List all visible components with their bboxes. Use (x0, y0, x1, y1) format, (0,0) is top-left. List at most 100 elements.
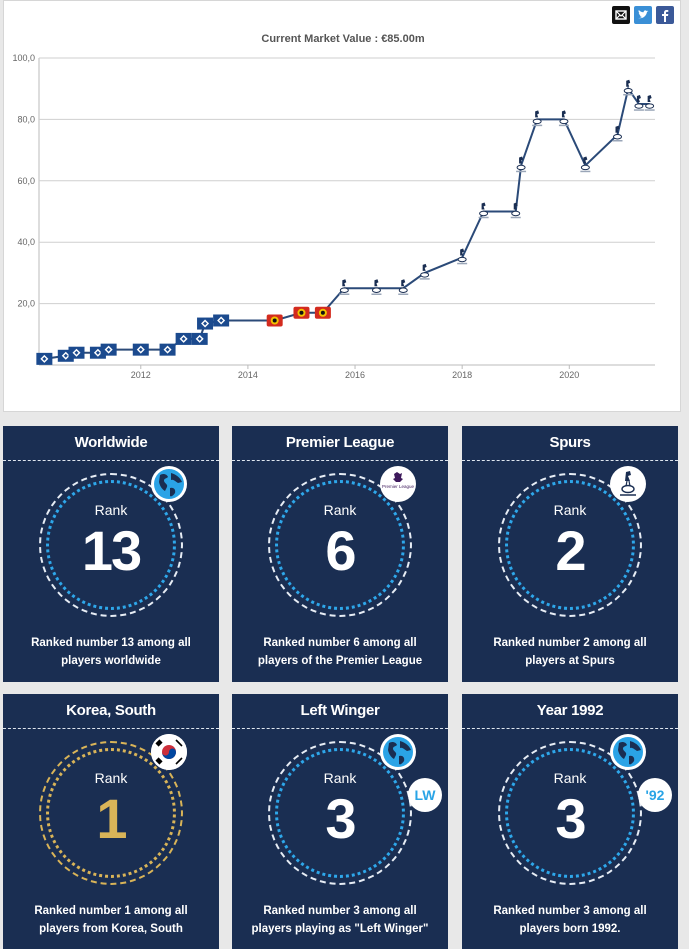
rank-ring-outer (498, 473, 642, 617)
spurs-crest-marker (478, 202, 489, 219)
rank-card: Worldwide Rank 13 Ranked number 13 among… (3, 426, 219, 682)
rank-card-title: Left Winger (232, 694, 448, 729)
globe-icon (613, 737, 643, 767)
rank-ring-inner (505, 480, 635, 610)
rank-card: Spurs Rank 2 Ranked number 2 among all p… (462, 426, 678, 682)
rank-card-title: Worldwide (3, 426, 219, 461)
rank-number: 1 (96, 787, 127, 850)
hamburg-crest-marker (175, 332, 192, 345)
rank-card-title: Korea, South (3, 694, 219, 729)
x-tick-label: 2018 (452, 370, 472, 380)
rank-badge-label: LW (408, 778, 442, 812)
market-value-chart-panel: Current Market Value : €85.00m 20,0 40,0 6… (3, 0, 681, 412)
twitter-share-button[interactable] (634, 6, 652, 24)
facebook-icon (662, 10, 669, 22)
hamburg-crest-marker (36, 352, 53, 365)
spurs-crest-icon (620, 471, 636, 496)
rank-label: Rank (553, 502, 587, 518)
rank-card-title: Spurs (462, 426, 678, 461)
rank-label: Rank (553, 770, 587, 786)
hamburg-crest-marker (68, 346, 85, 359)
plot-area (39, 58, 655, 365)
rank-ring-outer (498, 741, 642, 885)
rank-label: Rank (323, 770, 357, 786)
email-icon (615, 10, 627, 20)
rank-badge (380, 734, 416, 770)
spurs-crest-marker (510, 202, 521, 219)
rank-badge (610, 466, 646, 502)
x-tick-label: 2020 (559, 370, 579, 380)
svg-text:Premier League: Premier League (382, 484, 415, 489)
rank-ring-outer (39, 741, 183, 885)
x-tick-label: 2014 (238, 370, 258, 380)
rank-label: Rank (94, 502, 128, 518)
y-tick-label: 100,0 (12, 53, 35, 63)
spurs-crest-marker (580, 156, 591, 173)
globe-icon (383, 737, 413, 767)
spurs-crest-marker (633, 95, 644, 111)
rank-ring-inner (46, 480, 176, 610)
y-tick-label: 40,0 (17, 237, 35, 247)
spurs-crest-marker (558, 110, 569, 127)
spurs-crest-marker (371, 279, 382, 295)
rank-number: 3 (325, 787, 356, 850)
rank-description: Ranked number 3 among all players born 1… (472, 902, 668, 938)
spurs-crest-marker (644, 95, 655, 111)
rank-card: Korea, South Rank 1 Ranked number 1 amon… (3, 694, 219, 949)
y-tick-label: 20,0 (17, 299, 35, 309)
rank-card-title: Premier League (232, 426, 448, 461)
rank-badge-label: '92 (638, 778, 672, 812)
rank-number: 2 (555, 519, 586, 582)
spurs-crest-marker (457, 248, 468, 265)
facebook-share-button[interactable] (656, 6, 674, 24)
spurs-crest-marker (339, 279, 350, 295)
twitter-icon (638, 10, 649, 19)
spurs-crest-marker (612, 125, 623, 142)
rank-ring-inner (275, 748, 405, 878)
rank-badge (610, 734, 646, 770)
korea-flag-icon (151, 734, 187, 770)
hamburg-crest-marker (191, 332, 208, 345)
leverkusen-crest-marker (266, 314, 283, 327)
hamburg-crest-marker (159, 343, 176, 356)
spurs-crest-marker (532, 110, 543, 127)
rank-ring-outer (268, 741, 412, 885)
rank-card-title: Year 1992 (462, 694, 678, 729)
x-tick-label: 2012 (131, 370, 151, 380)
rank-description-suffix: . (617, 923, 621, 935)
rank-description-text: Ranked number 3 among all players (493, 905, 647, 935)
globe-icon (154, 469, 184, 499)
hamburg-crest-marker (213, 314, 230, 327)
rank-ring-outer (39, 473, 183, 617)
rank-card: Left Winger Rank 3 LW Ranked number 3 am… (232, 694, 448, 949)
rank-ring-inner (275, 480, 405, 610)
premier-league-logo-icon: Premier League (382, 472, 415, 489)
spurs-crest-marker (623, 79, 634, 96)
rank-description-highlight: born 1992 (562, 923, 618, 935)
spurs-crest-marker (419, 263, 430, 280)
rank-number: 13 (81, 519, 142, 582)
hamburg-crest-marker (100, 343, 117, 356)
rank-description: Ranked number 1 among all players from K… (34, 905, 188, 935)
rank-badge (151, 734, 187, 770)
leverkusen-crest-marker (314, 306, 331, 319)
rank-label: Rank (94, 770, 128, 786)
rank-description: Ranked number 2 among all players at Spu… (493, 637, 647, 667)
rank-badge: Premier League (380, 466, 416, 502)
chart-title: Current Market Value : €85.00m (261, 33, 425, 45)
rank-badge (151, 466, 187, 502)
rank-description: Ranked number 3 among all players playin… (251, 905, 429, 935)
email-share-button[interactable] (612, 6, 630, 24)
rank-card: Year 1992 Rank 3 '92 Ranked number 3 amo… (462, 694, 678, 949)
spurs-crest-marker (398, 279, 409, 295)
leverkusen-crest-marker (293, 306, 310, 319)
rank-number: 3 (555, 787, 586, 850)
y-tick-label: 60,0 (17, 176, 35, 186)
hamburg-crest-marker (197, 317, 214, 330)
rank-ring-inner (505, 748, 635, 878)
rank-ring-inner (46, 748, 176, 878)
spurs-crest-marker (516, 156, 527, 173)
rank-description: Ranked number 13 among all players world… (31, 637, 191, 667)
rank-label: Rank (323, 502, 357, 518)
x-tick-label: 2016 (345, 370, 365, 380)
